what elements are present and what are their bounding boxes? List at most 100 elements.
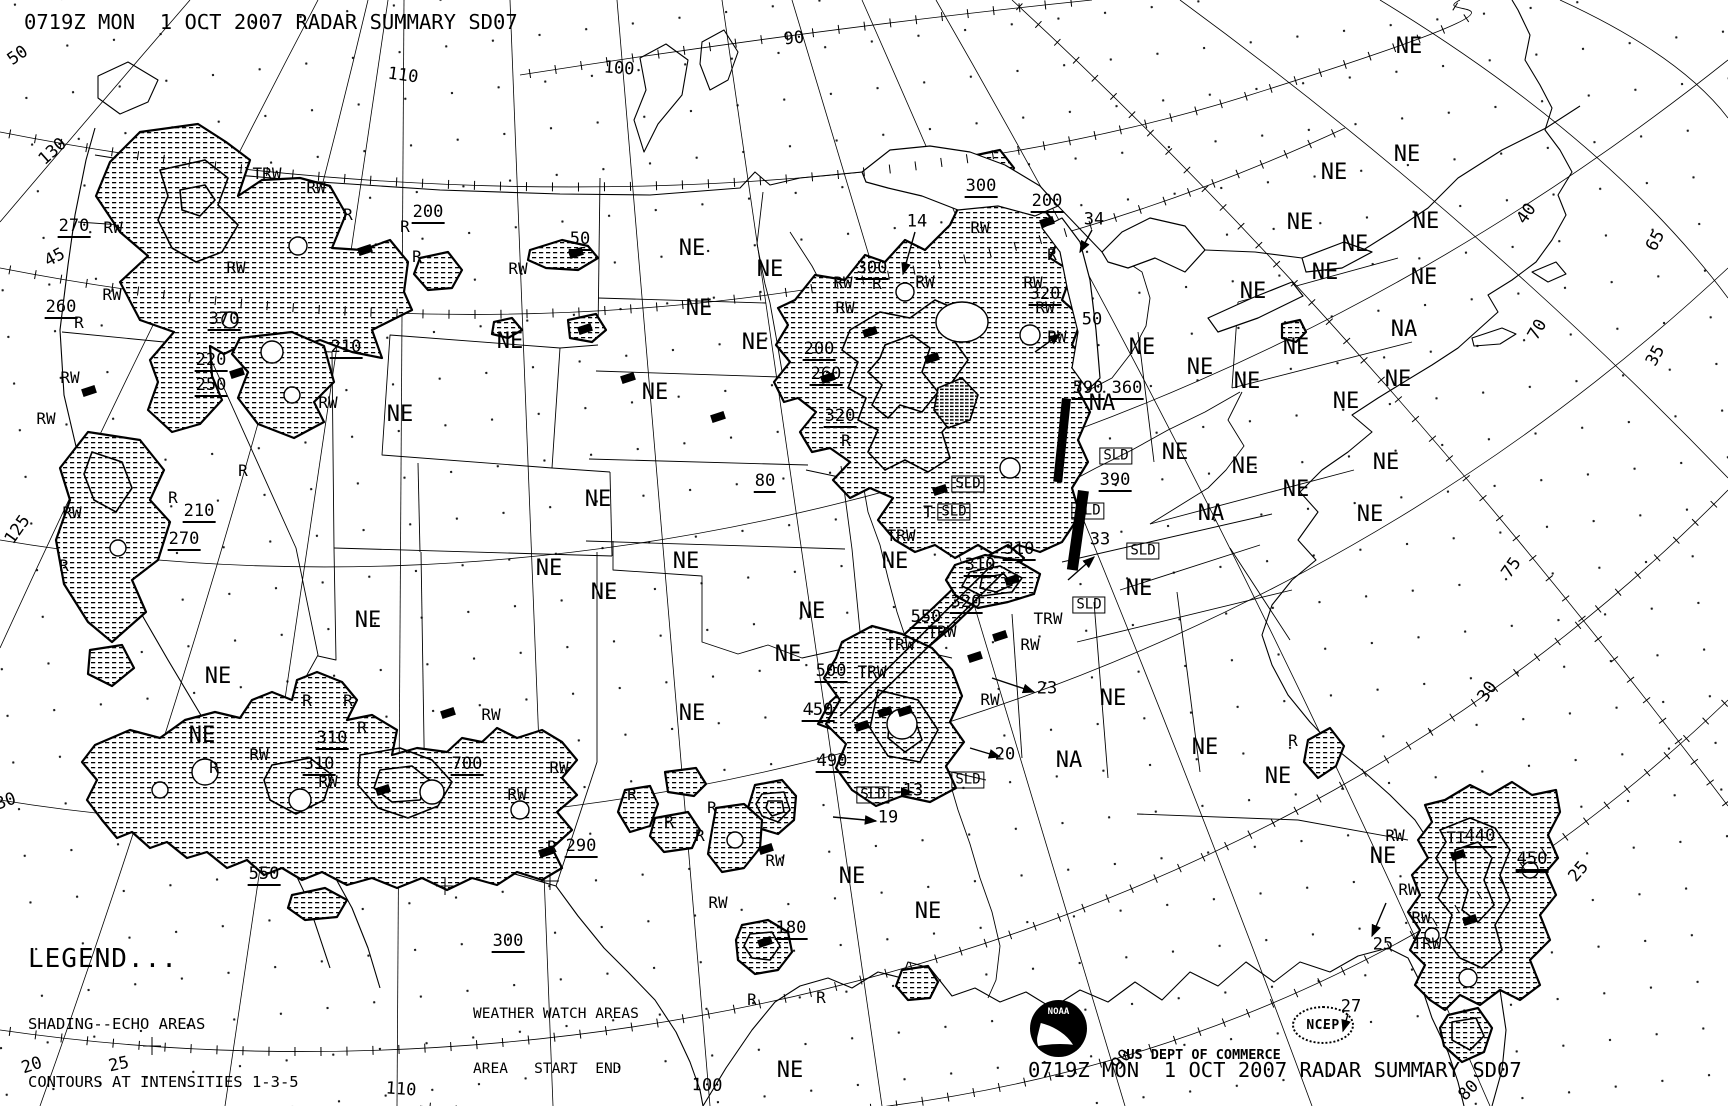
movement-pennant <box>357 244 373 256</box>
echo-top-label: 360 <box>1110 378 1144 400</box>
graticule-tick <box>1658 717 1667 724</box>
precip-type-label: RW <box>481 705 501 724</box>
graticule-tick <box>1032 921 1037 931</box>
graticule-tick <box>1269 999 1275 1008</box>
graticule-tick <box>837 169 840 180</box>
movement-pennant <box>862 326 878 338</box>
sld-box: SLD <box>1099 447 1133 465</box>
graticule-tick <box>760 35 763 45</box>
not-available-label: NA <box>1197 501 1225 526</box>
graticule-tick <box>733 294 736 304</box>
no-echo-label: NE <box>1412 209 1440 234</box>
graticule-tick <box>266 167 268 177</box>
movement-pennant <box>440 707 456 719</box>
graticule-tick <box>869 1103 872 1106</box>
movement-pennant <box>577 323 593 335</box>
precip-type-label: RW <box>318 772 338 791</box>
graticule-tick <box>630 304 632 314</box>
graticule-tick <box>580 61 583 71</box>
graticule-tick <box>1541 847 1548 856</box>
graticule-tick <box>188 158 191 168</box>
graticule-tick <box>240 298 243 308</box>
no-echo-label: NE <box>1332 389 1360 414</box>
speed-label: 19 <box>877 807 899 828</box>
graticule-tick <box>1307 139 1312 149</box>
graticule-tick <box>1308 299 1316 306</box>
agency-line1: US DEPT OF COMMERCE <box>1126 1047 1281 1064</box>
echo-top-label: 220 <box>194 350 228 372</box>
echo-top-label: 590 <box>1071 378 1105 400</box>
no-echo-label: NE <box>881 549 909 574</box>
sld-box: SLD <box>1072 596 1106 614</box>
graticule-tick <box>1343 60 1347 69</box>
precip-type-label: R <box>209 758 219 777</box>
no-echo-label: NE <box>204 664 232 689</box>
no-echo-label: NE <box>798 599 826 624</box>
graticule-tick <box>240 164 243 174</box>
graticule-tick <box>1594 635 1603 643</box>
noaa-bird-shadow <box>1030 1044 1087 1057</box>
no-echo-label: NE <box>1369 844 1397 869</box>
graticule-tick <box>1162 196 1167 206</box>
legend-heading: LEGEND... <box>28 944 178 974</box>
precip-type-label: R <box>168 488 178 507</box>
graticule-tick <box>1528 554 1537 562</box>
graticule-tick <box>657 49 660 59</box>
movement-pennant <box>758 843 774 855</box>
sld-box: SLD <box>937 503 971 521</box>
echo-areas <box>54 122 1562 1064</box>
graticule-tick <box>475 1040 478 1050</box>
noaa-logo: NOAA <box>1030 1000 1087 1057</box>
graticule-tick <box>836 279 839 289</box>
graticule-tick <box>1394 396 1403 403</box>
graticule-tick <box>1721 800 1728 807</box>
graticule-tick <box>1642 697 1651 704</box>
speed-label: 50 <box>1081 309 1103 330</box>
graticule-tick <box>759 291 762 301</box>
echo-top-label: 270 <box>57 216 91 238</box>
graticule-tick <box>912 265 916 275</box>
graticule-tick <box>1063 228 1068 238</box>
graticule-tick <box>1081 903 1086 913</box>
precip-type-label: RW <box>508 259 528 278</box>
echo-top-label: 550 <box>247 864 281 886</box>
graticule-tick <box>707 297 710 307</box>
graticule-tick <box>1186 187 1191 197</box>
echo-top-label: 260 <box>44 297 78 319</box>
graticule-tick <box>34 270 37 280</box>
echo-top-label: 80 <box>753 471 777 493</box>
movement-pennant <box>710 411 726 423</box>
echo-top-label: 210 <box>182 501 216 523</box>
no-echo-label: NE <box>354 608 382 633</box>
graticule-tick <box>1623 785 1631 793</box>
movement-pennant <box>1004 574 1020 586</box>
solid-precip-bar <box>1066 490 1089 571</box>
graticule-tick <box>1247 830 1253 839</box>
graticule-tick <box>1634 571 1642 579</box>
graticule-tick <box>1331 129 1336 138</box>
precip-type-label: RW <box>980 690 1000 709</box>
echo-top-label: 250 <box>194 375 228 397</box>
graticule-tick <box>162 289 165 300</box>
graticule-tick <box>1463 14 1470 23</box>
graticule-tick <box>1072 56 1080 64</box>
graticule-tick <box>1710 500 1718 508</box>
graticule-tick <box>1073 1065 1077 1075</box>
no-echo-label: NE <box>1410 265 1438 290</box>
graticule-tick <box>1432 918 1438 927</box>
graticule-tick <box>605 57 609 67</box>
echo-top-label: 180 <box>774 918 808 940</box>
movement-pennant <box>757 936 773 948</box>
no-echo-label: NE <box>1282 477 1310 502</box>
echo-top-label: 550 <box>909 607 943 629</box>
graticule-tick <box>317 171 320 181</box>
sld-box: SLD <box>951 771 985 789</box>
precip-type-label: RW <box>102 285 122 304</box>
graticule-tick <box>1144 119 1148 129</box>
precip-type-label: RW <box>1398 880 1418 899</box>
graticule-tick <box>1165 147 1173 156</box>
watch-columns: AREA START END <box>473 1061 622 1078</box>
graticule-tick <box>786 31 789 41</box>
graticule-tick <box>1626 676 1635 683</box>
